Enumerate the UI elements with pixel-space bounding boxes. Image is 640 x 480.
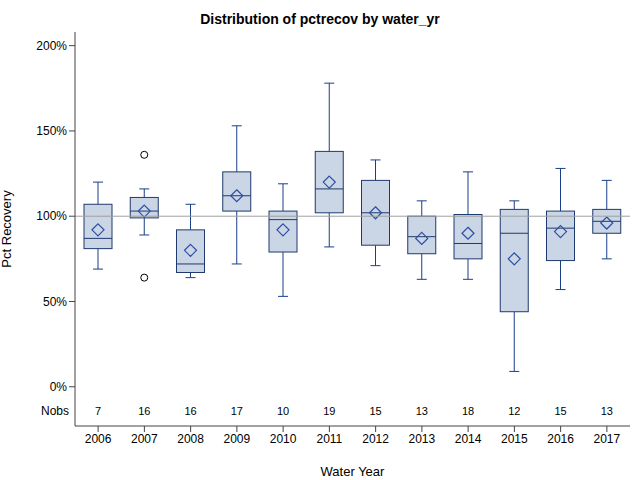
svg-text:2016: 2016 [547,432,574,446]
svg-text:2015: 2015 [501,432,528,446]
svg-text:Nobs: Nobs [41,404,69,418]
svg-text:2006: 2006 [85,432,112,446]
svg-text:Water Year: Water Year [321,464,386,479]
svg-text:200%: 200% [36,39,67,53]
svg-text:16: 16 [184,405,196,417]
html-text:Distribution of pctrecov by wa: Distribution of pctrecov by water_yr [200,11,440,27]
svg-text:2010: 2010 [270,432,297,446]
svg-text:2007: 2007 [131,432,158,446]
svg-text:16: 16 [138,405,150,417]
svg-text:0%: 0% [50,380,68,394]
svg-text:13: 13 [601,405,613,417]
svg-text:2013: 2013 [409,432,436,446]
svg-text:2014: 2014 [455,432,482,446]
svg-text:15: 15 [554,405,566,417]
svg-text:2011: 2011 [316,432,342,446]
svg-text:2012: 2012 [362,432,389,446]
svg-text:15: 15 [369,405,381,417]
svg-text:2017: 2017 [594,432,621,446]
svg-text:50%: 50% [43,295,67,309]
svg-text:12: 12 [508,405,520,417]
svg-text:2008: 2008 [177,432,204,446]
svg-text:7: 7 [95,405,101,417]
svg-text:13: 13 [416,405,428,417]
svg-text:2009: 2009 [224,432,251,446]
svg-text:17: 17 [231,405,243,417]
svg-text:18: 18 [462,405,474,417]
svg-text:150%: 150% [36,124,67,138]
svg-text:100%: 100% [36,209,67,223]
svg-text:Pct Recovery: Pct Recovery [8,190,14,268]
svg-text:19: 19 [323,405,335,417]
svg-text:10: 10 [277,405,289,417]
